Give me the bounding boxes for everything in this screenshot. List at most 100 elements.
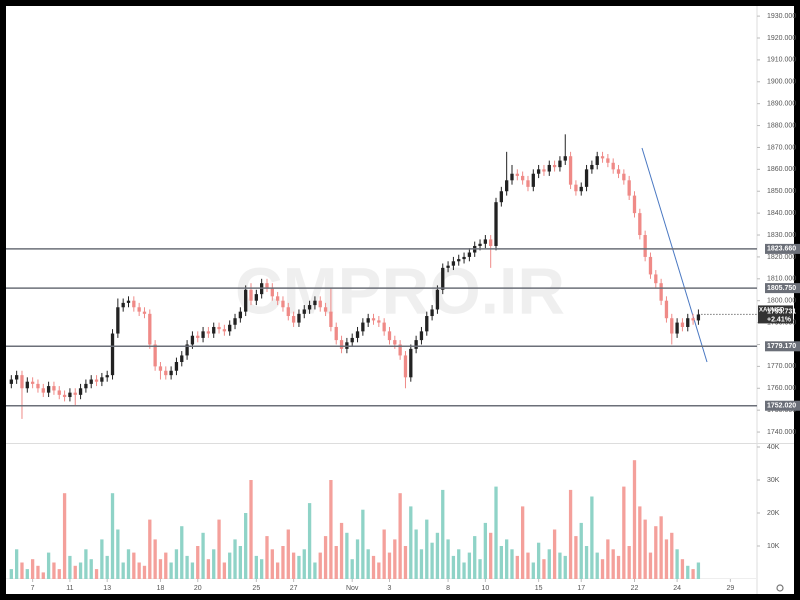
volume-bar xyxy=(536,542,541,579)
candle-body xyxy=(302,309,306,314)
volume-bar xyxy=(696,562,701,579)
candle-body xyxy=(462,256,466,260)
volume-bar xyxy=(46,552,51,579)
candle-body xyxy=(520,175,525,181)
candle-body xyxy=(499,191,503,203)
candle-body xyxy=(648,256,653,275)
volume-bar xyxy=(494,486,498,579)
volume-bar xyxy=(489,532,493,579)
volume-bar xyxy=(222,562,227,579)
volume-bar xyxy=(414,529,418,579)
volume-bar xyxy=(680,559,685,579)
candle-body xyxy=(515,173,519,176)
candle-body xyxy=(169,370,173,376)
candle-body xyxy=(142,311,147,314)
volume-bar xyxy=(568,489,573,579)
candle-body xyxy=(164,370,168,376)
candle-body xyxy=(313,300,317,306)
volume-bar xyxy=(169,562,173,579)
volume-bar xyxy=(664,539,669,579)
x-tick-label: 3 xyxy=(388,585,392,592)
candle-body xyxy=(542,169,546,172)
y-tick-label: 1870.000 xyxy=(767,144,796,151)
x-tick-label: 20 xyxy=(194,585,202,592)
volume-bar xyxy=(659,516,663,579)
y-tick-label: 1820.000 xyxy=(767,254,796,261)
x-tick-label: 27 xyxy=(290,585,298,592)
volume-bar xyxy=(361,509,365,579)
candle-body xyxy=(409,348,413,378)
candle-body xyxy=(425,316,429,332)
candle-body xyxy=(174,361,179,371)
volume-tick-label: 30K xyxy=(767,477,780,484)
watermark: CMPRO.IR xyxy=(235,253,565,327)
candle-body xyxy=(622,173,626,181)
volume-bar xyxy=(132,552,136,579)
candle-body xyxy=(291,316,296,323)
volume-bar xyxy=(691,569,695,579)
candle-body xyxy=(339,340,344,349)
volume-bar xyxy=(627,546,631,579)
candle-body xyxy=(441,267,445,290)
candle-body xyxy=(670,318,674,334)
volume-bar xyxy=(622,486,626,579)
candle-body xyxy=(68,392,72,398)
volume-bar xyxy=(398,493,402,579)
candle-body xyxy=(190,335,195,345)
candle-body xyxy=(281,300,285,308)
volume-bar xyxy=(638,506,642,579)
candle-body xyxy=(350,337,354,343)
y-tick-label: 1840.000 xyxy=(767,210,796,217)
candle-body xyxy=(595,156,599,165)
candle-body xyxy=(526,180,530,187)
candle-body xyxy=(297,313,301,323)
volume-bar xyxy=(483,522,488,579)
volume-bar xyxy=(73,565,77,579)
candle-body xyxy=(600,156,605,159)
volume-bar xyxy=(355,539,360,579)
volume-bar xyxy=(89,559,93,579)
x-tick-label: 11 xyxy=(66,585,73,592)
volume-bar xyxy=(30,559,35,579)
level-label-box xyxy=(765,400,800,411)
volume-tick-label: 20K xyxy=(767,510,780,517)
volume-bar xyxy=(382,529,386,579)
x-tick-label: Nov xyxy=(346,585,359,592)
x-tick-label: 13 xyxy=(103,585,111,592)
settings-icon[interactable] xyxy=(776,584,784,592)
volume-bar xyxy=(632,460,637,579)
volume-bar xyxy=(387,552,392,579)
candle-body xyxy=(201,331,205,338)
volume-bar xyxy=(313,562,317,579)
volume-bar xyxy=(499,546,503,579)
volume-bar xyxy=(648,552,653,579)
candle-body xyxy=(467,252,472,257)
volume-bar xyxy=(654,526,658,579)
volume-bar xyxy=(686,565,690,579)
candle-body xyxy=(355,331,360,338)
volume-bar xyxy=(329,480,333,579)
volume-bar xyxy=(435,532,440,579)
candle-body xyxy=(371,318,376,321)
candle-body xyxy=(361,322,365,332)
candle-body xyxy=(30,381,35,384)
symbol: XAUUSD xyxy=(759,308,785,314)
candle-body xyxy=(126,300,131,303)
candle-body xyxy=(217,326,221,330)
volume-bar xyxy=(430,542,434,579)
volume-bar xyxy=(451,555,456,579)
candle-body xyxy=(430,309,434,317)
volume-bar xyxy=(520,506,525,579)
volume-bar xyxy=(265,536,269,579)
volume-bar xyxy=(201,532,205,579)
volume-bar xyxy=(228,552,232,579)
volume-bar xyxy=(52,562,56,579)
volume-bar xyxy=(478,559,482,579)
volume-bar xyxy=(62,493,67,579)
level-label-box xyxy=(765,341,800,352)
candle-body xyxy=(531,173,535,187)
candle-body xyxy=(110,333,115,376)
volume-bar xyxy=(121,562,125,579)
symbol-box xyxy=(758,305,793,324)
